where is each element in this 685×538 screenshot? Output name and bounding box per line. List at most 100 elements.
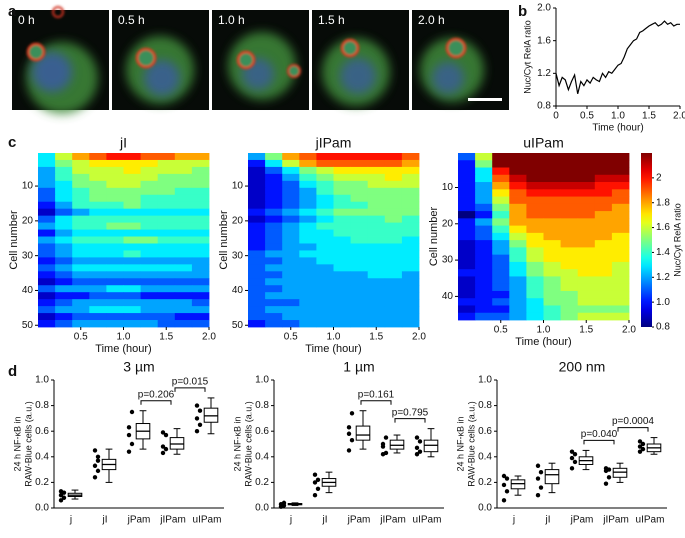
heatmap-cell — [509, 167, 527, 176]
heatmap-cell — [509, 254, 527, 263]
heatmap-cell — [509, 189, 527, 197]
heatmap-cell — [560, 232, 579, 241]
heatmap-cell — [316, 306, 334, 314]
heatmap-cell — [401, 208, 420, 217]
heatmap-cell — [350, 187, 369, 196]
x-axis-label: Time (hour) — [592, 123, 643, 134]
heatmap-cell — [492, 182, 510, 190]
colorbar-tick-label: 1.4 — [656, 247, 670, 258]
heatmap-cell — [509, 211, 527, 219]
y-tick-label: 20 — [442, 218, 454, 229]
heatmap-cell — [191, 299, 210, 307]
micrograph: 2.0 h — [412, 10, 509, 110]
heatmap-cell — [333, 236, 351, 244]
colorbar-tick-label: 1.2 — [656, 272, 670, 283]
heatmap-cell — [248, 306, 266, 314]
y-tick-label: 0.8 — [478, 400, 492, 411]
heatmap-cell — [89, 201, 107, 210]
data-point — [312, 493, 318, 498]
heatmap-cell — [367, 208, 386, 217]
heatmap-cell — [157, 264, 176, 272]
heatmap-cell — [299, 215, 317, 223]
heatmap-cell — [526, 225, 544, 234]
heatmap-cell — [89, 180, 107, 189]
heatmap-cell — [282, 292, 300, 300]
heatmap-cell — [89, 243, 107, 251]
y-tick-label: 20 — [22, 216, 34, 227]
heatmap-cell — [140, 229, 159, 237]
p-value: p=0.015 — [172, 377, 209, 388]
heatmap-cell — [282, 264, 300, 272]
data-point — [504, 489, 510, 494]
heatmap-cell — [123, 194, 141, 203]
heatmap-cell — [384, 215, 403, 223]
heatmap-cell — [299, 306, 317, 314]
heatmap-cell — [611, 240, 630, 248]
heatmap-cell — [367, 306, 386, 314]
heatmap-cell — [401, 229, 420, 237]
x-tick-label: uIPam — [413, 515, 442, 526]
heatmap-cell — [140, 236, 159, 244]
heatmap-cell — [543, 182, 561, 190]
heatmap-cell — [38, 313, 56, 321]
heatmap-cell — [89, 299, 107, 307]
x-tick-label: jPam — [127, 515, 151, 526]
heatmap-cell — [350, 159, 369, 168]
heatmap-cell — [282, 166, 300, 175]
heatmap-cell — [594, 261, 613, 270]
heatmap-cell — [106, 250, 124, 258]
heatmap-cell — [316, 271, 334, 279]
heatmap-cell — [594, 312, 613, 321]
heatmap-cell — [157, 166, 176, 175]
heatmap-cell — [282, 201, 300, 210]
x-tick-label: 2.0 — [412, 332, 426, 343]
heatmap-cell — [526, 261, 544, 270]
heatmap-cell — [384, 187, 403, 196]
x-tick-label: jIPam — [159, 515, 186, 526]
heatmap-cell — [316, 278, 334, 286]
heatmap-cell — [140, 285, 159, 293]
heatmap-cell — [384, 201, 403, 210]
heatmap-cell — [350, 250, 369, 258]
heatmap-cell — [123, 243, 141, 251]
heatmap-cell — [191, 250, 210, 258]
data-point — [163, 432, 169, 438]
heatmap-cell — [123, 201, 141, 210]
p-value: p=0.0004 — [612, 416, 654, 427]
heatmap-cell — [594, 225, 613, 234]
heatmap-cell — [299, 299, 317, 307]
heatmap-cell — [333, 208, 351, 217]
heatmap-cell — [157, 194, 176, 203]
p-value: p=0.795 — [392, 407, 429, 418]
heatmap-cell — [560, 298, 579, 306]
data-point — [417, 439, 423, 444]
heatmap-cell — [282, 208, 300, 217]
heatmap-cell — [174, 285, 193, 293]
heatmap-cell — [191, 194, 210, 203]
heatmap-cell — [458, 298, 476, 306]
data-point — [417, 449, 423, 454]
y-axis-label: Cell number — [428, 207, 440, 267]
heatmap-cell — [526, 182, 544, 190]
y-tick-label: 0.2 — [35, 477, 49, 488]
heatmap-cell — [594, 283, 613, 292]
data-point — [380, 441, 386, 447]
heatmap-cell — [577, 211, 596, 219]
heatmap-cell — [611, 160, 630, 168]
heatmap-cell — [611, 276, 630, 285]
heatmap-cell — [577, 160, 596, 168]
heatmap-cell — [577, 283, 596, 292]
heatmap-cell — [560, 160, 579, 168]
micrograph: 1.0 h — [212, 10, 309, 110]
heatmap-cell — [174, 173, 193, 182]
heatmap-cell — [299, 243, 317, 251]
heatmap-cell — [333, 278, 351, 286]
heatmap-cell — [367, 313, 386, 321]
heatmap-cell — [492, 276, 510, 285]
heatmap-cell — [594, 240, 613, 248]
heatmap-cell — [333, 229, 351, 237]
heatmap-cell — [560, 240, 579, 248]
heatmap-cell — [333, 187, 351, 196]
heatmap-cell — [55, 243, 73, 251]
